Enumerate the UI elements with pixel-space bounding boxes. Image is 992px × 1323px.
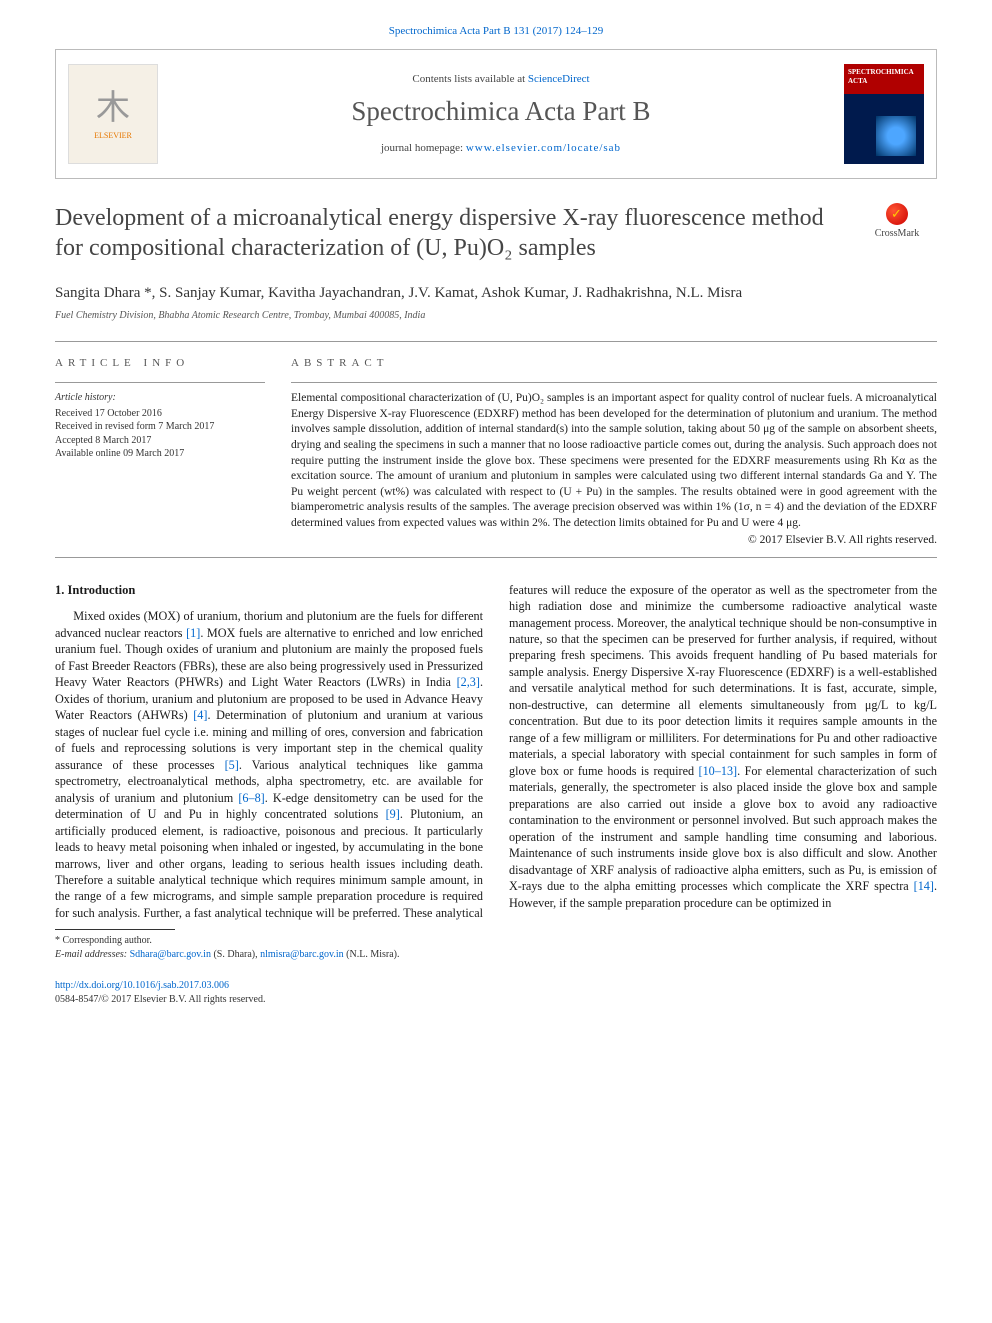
abstract-text: Elemental compositional characterization… bbox=[291, 391, 937, 531]
crossmark-label: CrossMark bbox=[875, 228, 919, 239]
footnote-rule bbox=[55, 929, 175, 930]
email-name-2: (N.L. Misra). bbox=[344, 949, 400, 960]
body-columns: 1. Introduction Mixed oxides (MOX) of ur… bbox=[55, 582, 937, 922]
journal-title: Spectrochimica Acta Part B bbox=[170, 93, 832, 129]
history-accepted: Accepted 8 March 2017 bbox=[55, 434, 265, 448]
info-divider bbox=[55, 382, 265, 383]
info-abstract-row: article info Article history: Received 1… bbox=[55, 356, 937, 549]
divider-top bbox=[55, 341, 937, 342]
abstract-block: abstract Elemental compositional charact… bbox=[291, 356, 937, 549]
article-block: Development of a microanalytical energy … bbox=[55, 203, 937, 922]
cover-image-icon bbox=[876, 116, 916, 156]
email-name-1: (S. Dhara), bbox=[211, 949, 260, 960]
elsevier-tree-icon: ⽊ bbox=[96, 86, 130, 132]
top-citation: Spectrochimica Acta Part B 131 (2017) 12… bbox=[0, 0, 992, 49]
history-received: Received 17 October 2016 bbox=[55, 407, 265, 421]
article-info: article info Article history: Received 1… bbox=[55, 356, 265, 549]
doi-link[interactable]: http://dx.doi.org/10.1016/j.sab.2017.03.… bbox=[55, 980, 229, 991]
issn-copyright: 0584-8547/© 2017 Elsevier B.V. All right… bbox=[55, 993, 937, 1007]
contents-line: Contents lists available at ScienceDirec… bbox=[170, 72, 832, 87]
email-link-2[interactable]: nlmisra@barc.gov.in bbox=[260, 949, 344, 960]
article-info-label: article info bbox=[55, 356, 265, 371]
contents-prefix: Contents lists available at bbox=[412, 73, 527, 85]
intro-text-left: Mixed oxides (MOX) of uranium, thorium a… bbox=[55, 609, 483, 903]
corresponding-author: * Corresponding author. bbox=[55, 934, 937, 948]
email-line: E-mail addresses: Sdhara@barc.gov.in (S.… bbox=[55, 948, 937, 962]
home-link[interactable]: www.elsevier.com/locate/sab bbox=[466, 142, 621, 154]
cover-title: SPECTROCHIMICA ACTA bbox=[848, 68, 920, 87]
home-prefix: journal homepage: bbox=[381, 142, 466, 154]
elsevier-logo: ⽊ ELSEVIER bbox=[68, 64, 158, 164]
header-center: Contents lists available at ScienceDirec… bbox=[170, 64, 832, 164]
sciencedirect-link[interactable]: ScienceDirect bbox=[528, 73, 590, 85]
history-revised: Received in revised form 7 March 2017 bbox=[55, 420, 265, 434]
journal-cover: SPECTROCHIMICA ACTA bbox=[844, 64, 924, 164]
author-list: Sangita Dhara *, S. Sanjay Kumar, Kavith… bbox=[55, 283, 937, 303]
article-title: Development of a microanalytical energy … bbox=[55, 203, 841, 263]
journal-homepage: journal homepage: www.elsevier.com/locat… bbox=[170, 141, 832, 156]
footnote-block: * Corresponding author. E-mail addresses… bbox=[55, 921, 937, 961]
abstract-divider bbox=[291, 382, 937, 383]
intro-paragraph: Mixed oxides (MOX) of uranium, thorium a… bbox=[55, 582, 937, 922]
intro-heading: 1. Introduction bbox=[55, 582, 483, 599]
history-label: Article history: bbox=[55, 391, 265, 405]
email-label: E-mail addresses: bbox=[55, 949, 130, 960]
abstract-label: abstract bbox=[291, 356, 937, 371]
abstract-copyright: © 2017 Elsevier B.V. All rights reserved… bbox=[291, 533, 937, 549]
journal-header: ⽊ ELSEVIER Contents lists available at S… bbox=[55, 49, 937, 179]
crossmark-icon bbox=[886, 203, 908, 225]
history-online: Available online 09 March 2017 bbox=[55, 447, 265, 461]
footer-block: http://dx.doi.org/10.1016/j.sab.2017.03.… bbox=[55, 979, 937, 1006]
affiliation: Fuel Chemistry Division, Bhabha Atomic R… bbox=[55, 309, 937, 323]
email-link-1[interactable]: Sdhara@barc.gov.in bbox=[130, 949, 211, 960]
crossmark-widget[interactable]: CrossMark bbox=[857, 203, 937, 241]
elsevier-name: ELSEVIER bbox=[94, 131, 132, 142]
divider-bottom bbox=[55, 557, 937, 558]
